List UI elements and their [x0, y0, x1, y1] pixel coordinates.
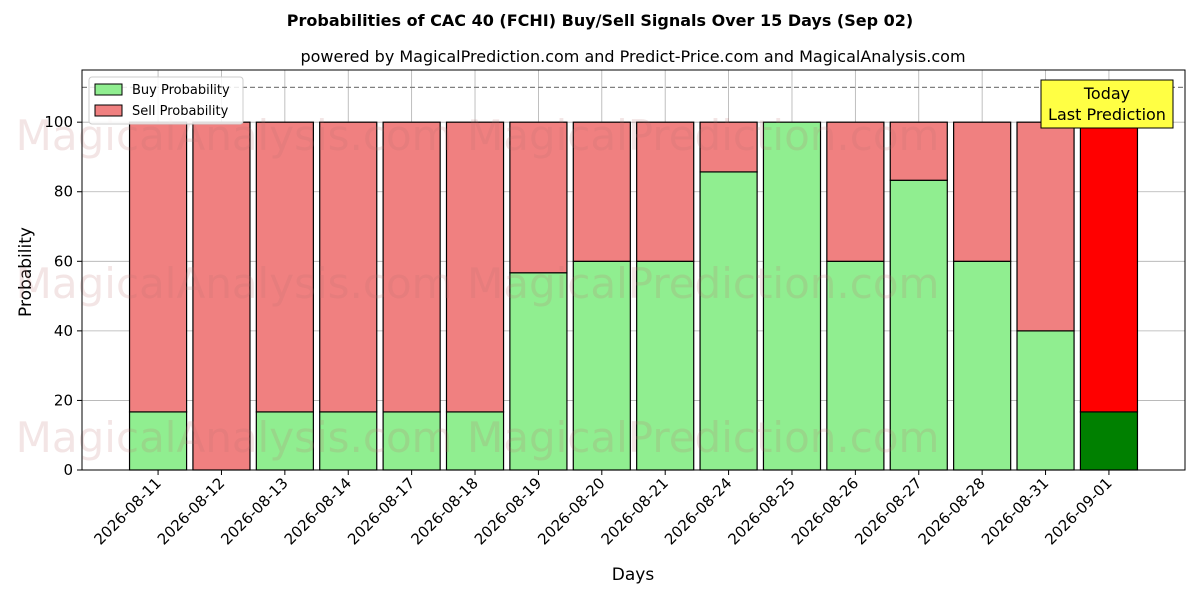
- buy-bar: [509, 272, 568, 471]
- buy-bar: [128, 411, 188, 471]
- chart-subtitle: powered by MagicalPrediction.com and Pre…: [300, 47, 965, 66]
- y-tick-label: 100: [44, 113, 73, 131]
- buy-bar: [319, 411, 378, 471]
- x-tick-label: 2026-08-13: [217, 474, 291, 548]
- buy-bar: [826, 260, 885, 471]
- y-tick-label: 20: [54, 391, 73, 409]
- watermark-text: MagicalPrediction.com: [467, 259, 940, 308]
- buy-bar: [762, 121, 822, 471]
- x-tick-label: 2026-08-19: [471, 474, 545, 548]
- plot-frame: [81, 69, 1186, 471]
- buy-bar: [699, 171, 758, 471]
- legend-box: [88, 76, 244, 125]
- sell-bar: [255, 121, 314, 413]
- legend-label-buy: Buy Probability: [132, 83, 230, 98]
- x-tick-label: 2026-08-28: [915, 474, 989, 548]
- x-tick-label: 2026-08-11: [91, 474, 165, 548]
- x-tick-label: 2026-08-31: [978, 474, 1052, 548]
- y-tick-label: 0: [63, 461, 73, 479]
- buy-bar: [953, 260, 1012, 471]
- x-tick-label: 2026-08-27: [851, 474, 925, 548]
- legend-label-sell: Sell Probability: [132, 104, 229, 119]
- x-tick-label: 2026-08-12: [154, 474, 228, 548]
- sell-bar: [826, 121, 885, 262]
- sell-bar: [445, 121, 505, 413]
- sell-bar: [128, 121, 188, 413]
- sell-bar: [572, 121, 631, 262]
- watermark-text: MagicalPrediction.com: [467, 111, 940, 160]
- sell-bar: [319, 121, 378, 413]
- chart-title: Probabilities of CAC 40 (FCHI) Buy/Sell …: [287, 11, 913, 30]
- x-tick-label: 2026-08-20: [534, 474, 608, 548]
- buy-bar: [382, 411, 441, 471]
- sell-bar: [953, 121, 1012, 262]
- sell-bar: [1016, 121, 1075, 332]
- y-axis-label: Probability: [16, 227, 36, 317]
- x-tick-label: 2026-08-21: [598, 474, 672, 548]
- y-tick-label: 40: [54, 322, 73, 340]
- plot-area: MagicalAnalysis.com MagicalPrediction.com…: [16, 69, 1186, 548]
- legend-swatch-sell: [94, 104, 123, 117]
- annotation-box: [1040, 79, 1174, 129]
- x-tick-label: 2026-08-24: [661, 474, 735, 548]
- x-tick-label: 2026-08-25: [724, 474, 798, 548]
- legend-swatch-buy: [94, 83, 123, 96]
- legend: Buy Probability Sell Probability: [88, 76, 244, 125]
- watermark-text: MagicalAnalysis.com: [16, 413, 453, 462]
- x-axis-label: Days: [612, 565, 655, 585]
- annotation: Today Last Prediction: [1040, 79, 1174, 129]
- sell-bar: [636, 121, 695, 262]
- buy-bar: [1016, 330, 1075, 471]
- x-tick-label: 2026-08-18: [407, 474, 481, 548]
- annotation-line2: Last Prediction: [1048, 105, 1166, 124]
- watermark-text: MagicalAnalysis.com: [16, 259, 453, 308]
- sell-bar: [509, 121, 568, 274]
- y-tick-label: 80: [54, 183, 73, 201]
- x-tick-label: 2026-08-17: [344, 474, 418, 548]
- buy-bar: [445, 411, 505, 471]
- sell-bar: [382, 121, 441, 413]
- y-tick-label: 60: [54, 252, 73, 270]
- sell-bar: [889, 121, 948, 181]
- buy-bar: [1079, 411, 1139, 471]
- sell-bar: [1079, 121, 1139, 413]
- x-tick-label: 2026-08-14: [281, 474, 355, 548]
- watermark-text: MagicalPrediction.com: [467, 413, 940, 462]
- sell-bar: [699, 121, 758, 173]
- annotation-line1: Today: [1083, 84, 1130, 103]
- x-tick-label: 2026-08-26: [788, 474, 862, 548]
- x-tick-label: 2026-09-01: [1041, 474, 1115, 548]
- buy-bar: [636, 260, 695, 471]
